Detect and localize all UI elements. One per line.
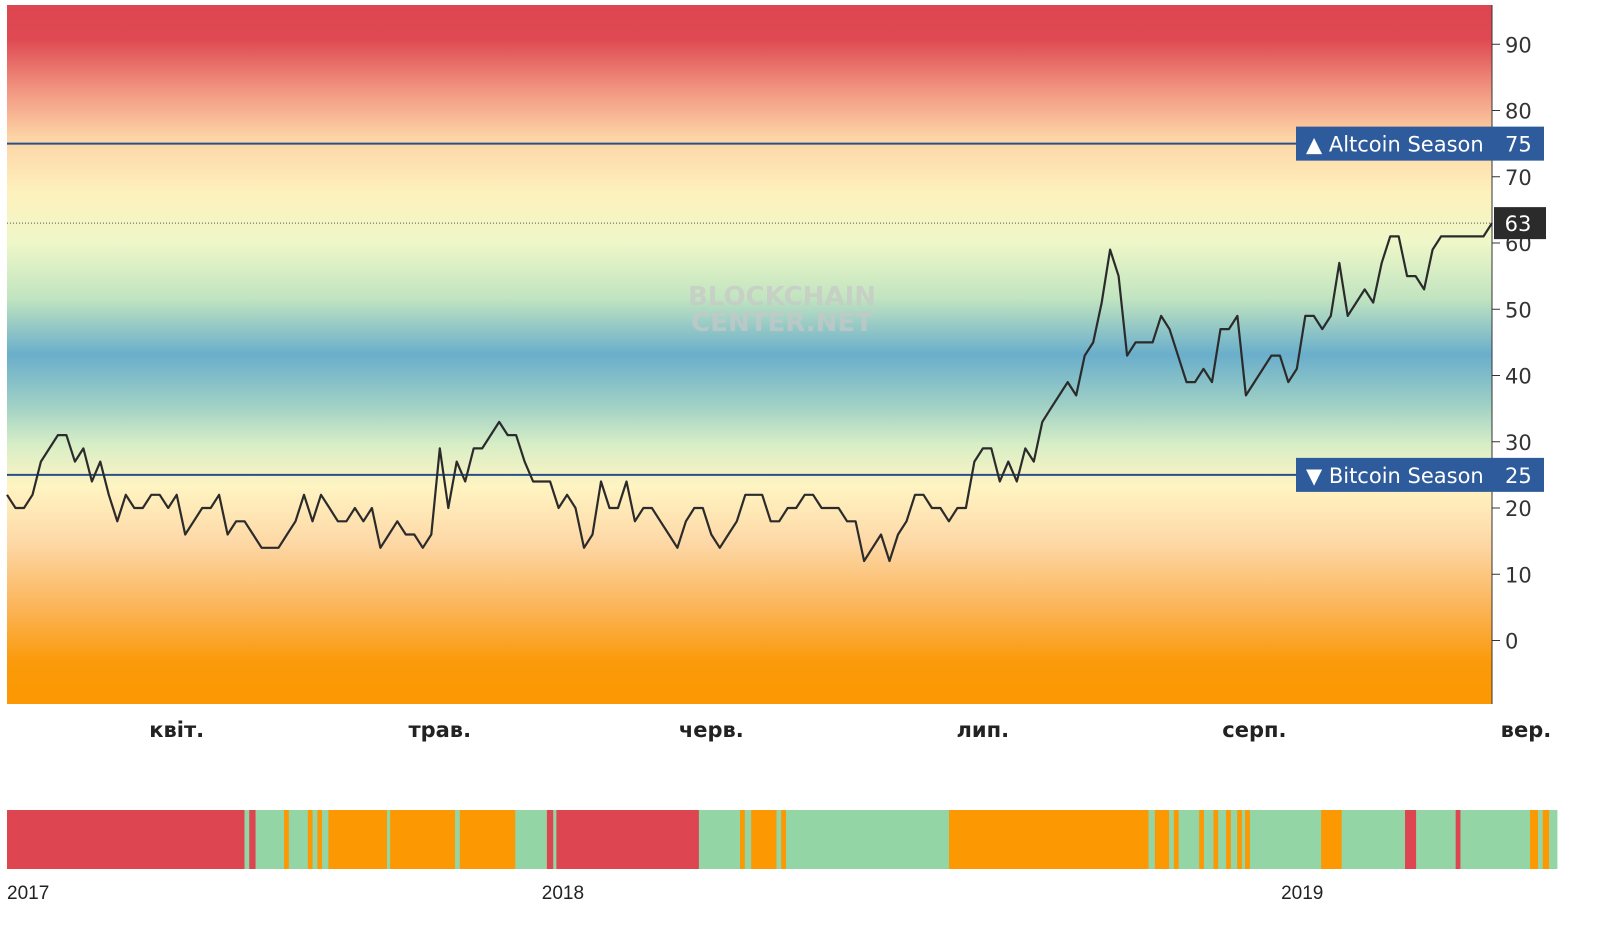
season-segment	[312, 810, 318, 869]
season-segment	[1237, 810, 1243, 869]
season-segment	[249, 810, 256, 869]
season-bar-years: 2017 2018 2019	[7, 883, 1323, 904]
season-segment	[244, 810, 250, 869]
season-segment	[1549, 810, 1558, 869]
y-tick-label: 30	[1505, 431, 1532, 455]
season-segment	[1241, 810, 1246, 869]
season-segment	[1538, 810, 1544, 869]
y-tick-label: 20	[1505, 497, 1532, 521]
season-segment	[1213, 810, 1219, 869]
threshold-flag-label: ▼ Bitcoin Season	[1306, 464, 1484, 488]
threshold-flag	[1296, 126, 1544, 161]
season-segment	[1169, 810, 1175, 869]
year-label: 2018	[542, 883, 584, 904]
y-tick-label: 50	[1505, 298, 1532, 322]
season-segment	[322, 810, 329, 869]
year-label: 2017	[7, 883, 49, 904]
season-segment	[459, 810, 516, 869]
current-value-label: 63	[1505, 212, 1532, 236]
month-label: лип.	[957, 718, 1010, 742]
y-tick-label: 90	[1505, 33, 1532, 57]
season-segment	[317, 810, 323, 869]
season-segment	[328, 810, 388, 869]
threshold-lines: ▲ Altcoin Season 75 ▼ Bitcoin Season 25	[7, 126, 1544, 492]
x-axis-months: квіт. трав. черв. лип. серп. вер.	[149, 718, 1551, 742]
season-segment	[1230, 810, 1238, 869]
season-segment	[1226, 810, 1232, 869]
month-label: серп.	[1222, 718, 1286, 742]
season-segment	[949, 810, 1149, 869]
current-value-marker: 63	[7, 207, 1546, 240]
season-segment	[1542, 810, 1550, 869]
season-segment	[1173, 810, 1179, 869]
season-segment	[307, 810, 313, 869]
y-tick-label: 0	[1505, 630, 1518, 654]
series-line	[6, 222, 1493, 563]
season-segment	[1341, 810, 1406, 869]
season-segment	[515, 810, 548, 869]
season-segment	[1154, 810, 1170, 869]
plot-background	[7, 5, 1492, 704]
y-tick-label: 10	[1505, 563, 1532, 587]
season-segment	[781, 810, 787, 869]
y-tick-label: 80	[1505, 100, 1532, 124]
year-label: 2019	[1281, 883, 1323, 904]
watermark: BLOCKCHAIN CENTER.NET	[688, 282, 876, 338]
month-label: черв.	[679, 718, 744, 742]
y-tick-label: 40	[1505, 365, 1532, 389]
threshold-flag-label: ▲ Altcoin Season	[1306, 133, 1484, 157]
season-segment	[1249, 810, 1322, 869]
threshold-flag-value: 25	[1505, 464, 1532, 488]
season-segment	[1199, 810, 1205, 869]
season-segment	[1455, 810, 1461, 869]
season-segment	[1203, 810, 1214, 869]
season-segment	[1218, 810, 1227, 869]
season-segment	[785, 810, 950, 869]
season-segment	[1245, 810, 1251, 869]
season-segment	[744, 810, 752, 869]
month-label: трав.	[408, 718, 471, 742]
season-segment	[1530, 810, 1539, 869]
season-segment	[740, 810, 746, 869]
season-segment	[1416, 810, 1457, 869]
watermark-line2: CENTER.NET	[691, 308, 873, 338]
season-segment	[776, 810, 782, 869]
season-segment	[455, 810, 461, 869]
season-segment	[556, 810, 700, 869]
season-segment	[751, 810, 777, 869]
season-segment	[386, 810, 391, 869]
season-segment	[1460, 810, 1531, 869]
season-segment	[284, 810, 290, 869]
season-segment	[390, 810, 456, 869]
threshold-flag	[1296, 457, 1544, 492]
season-segment	[546, 810, 554, 869]
current-value-badge	[1494, 207, 1546, 240]
month-label: вер.	[1501, 718, 1552, 742]
season-segment	[1321, 810, 1343, 869]
threshold-flag-value: 75	[1505, 133, 1532, 157]
y-tick-label: 70	[1505, 166, 1532, 190]
season-segment	[1405, 810, 1417, 869]
season-segment	[1178, 810, 1200, 869]
season-history-bar	[7, 810, 1558, 869]
watermark-line1: BLOCKCHAIN	[688, 282, 876, 312]
season-segment	[255, 810, 285, 869]
season-segment	[288, 810, 309, 869]
season-segment	[553, 810, 557, 869]
month-label: квіт.	[149, 718, 204, 742]
season-segment	[7, 810, 245, 869]
season-segment	[698, 810, 741, 869]
season-segment	[1148, 810, 1156, 869]
